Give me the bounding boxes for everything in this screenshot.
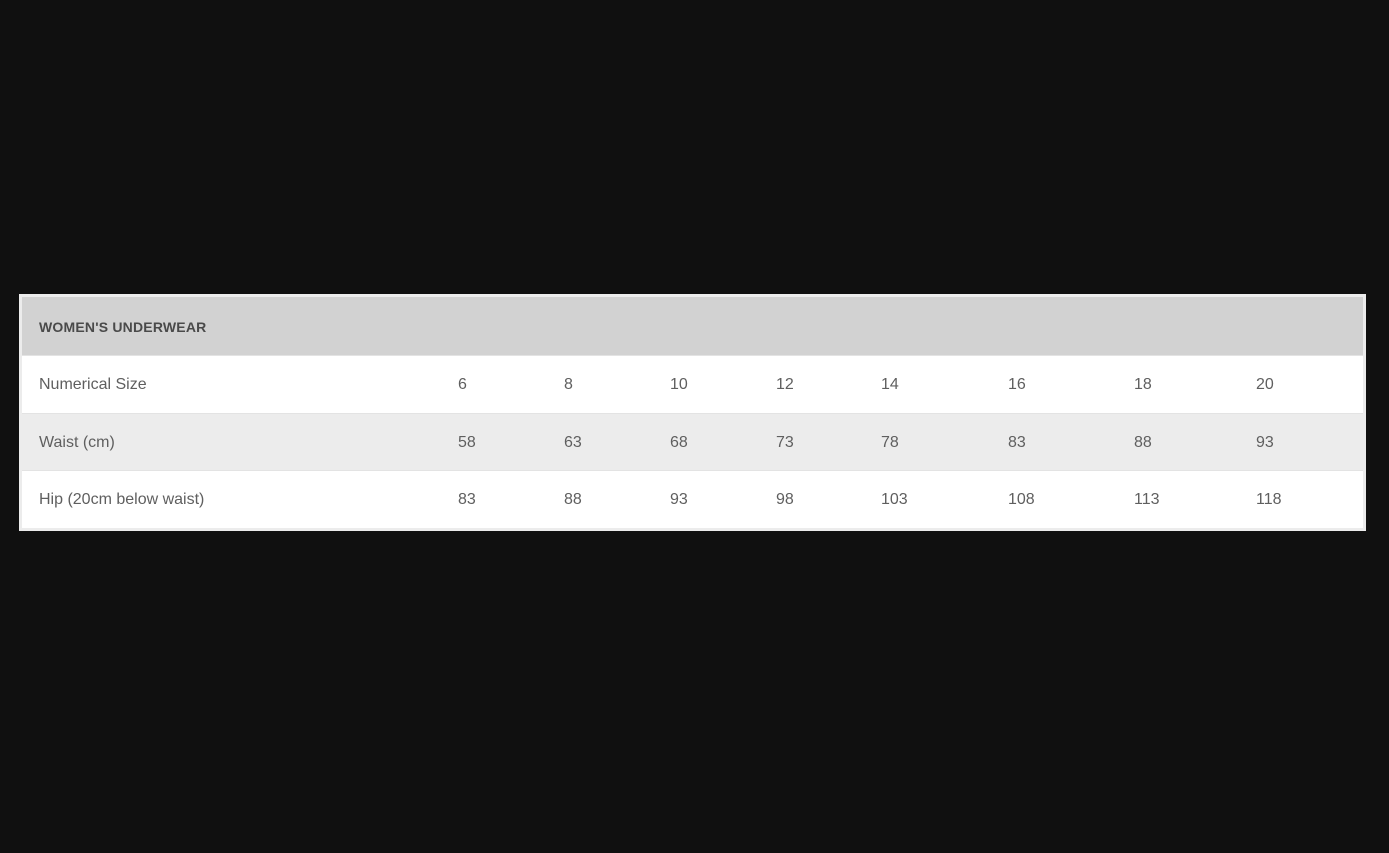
table-cell: 83 xyxy=(1008,433,1026,451)
table-row: Waist (cm) 58 63 68 73 78 83 88 93 xyxy=(22,412,1363,471)
table-cell: 108 xyxy=(1008,491,1035,508)
table-cell: 88 xyxy=(1134,433,1152,451)
table-cell: 6 xyxy=(458,376,467,393)
table-header: WOMEN'S UNDERWEAR xyxy=(22,297,1363,355)
table-cell: 78 xyxy=(881,433,899,451)
row-label: Numerical Size xyxy=(39,376,147,393)
table-cell: 8 xyxy=(564,376,573,393)
table-row: Hip (20cm below waist) 83 88 93 98 103 108 113 1… xyxy=(22,470,1363,528)
row-label: Waist (cm) xyxy=(39,433,115,451)
table-cell: 98 xyxy=(776,491,794,508)
table-cell: 93 xyxy=(670,491,688,508)
row-label: Hip (20cm below waist) xyxy=(39,491,205,508)
table-cell: 113 xyxy=(1134,491,1160,508)
table-cell: 88 xyxy=(564,491,582,508)
table-cell: 10 xyxy=(670,376,688,393)
table-row: Numerical Size 6 8 10 12 14 16 18 20 xyxy=(22,355,1363,413)
table-cell: 14 xyxy=(881,376,899,393)
table-cell: 18 xyxy=(1134,376,1152,393)
table-title: WOMEN'S UNDERWEAR xyxy=(39,319,207,335)
table-cell: 58 xyxy=(458,433,476,451)
table-cell: 16 xyxy=(1008,376,1026,393)
table-cell: 68 xyxy=(670,433,688,451)
table-cell: 118 xyxy=(1256,491,1282,508)
table-cell: 20 xyxy=(1256,376,1274,393)
table-cell: 93 xyxy=(1256,433,1274,451)
table-cell: 83 xyxy=(458,491,476,508)
table-cell: 12 xyxy=(776,376,794,393)
table-cell: 63 xyxy=(564,433,582,451)
table-cell: 103 xyxy=(881,491,908,508)
table-cell: 73 xyxy=(776,433,794,451)
size-chart-table: WOMEN'S UNDERWEAR Numerical Size 6 8 10 12 14… xyxy=(19,294,1366,531)
